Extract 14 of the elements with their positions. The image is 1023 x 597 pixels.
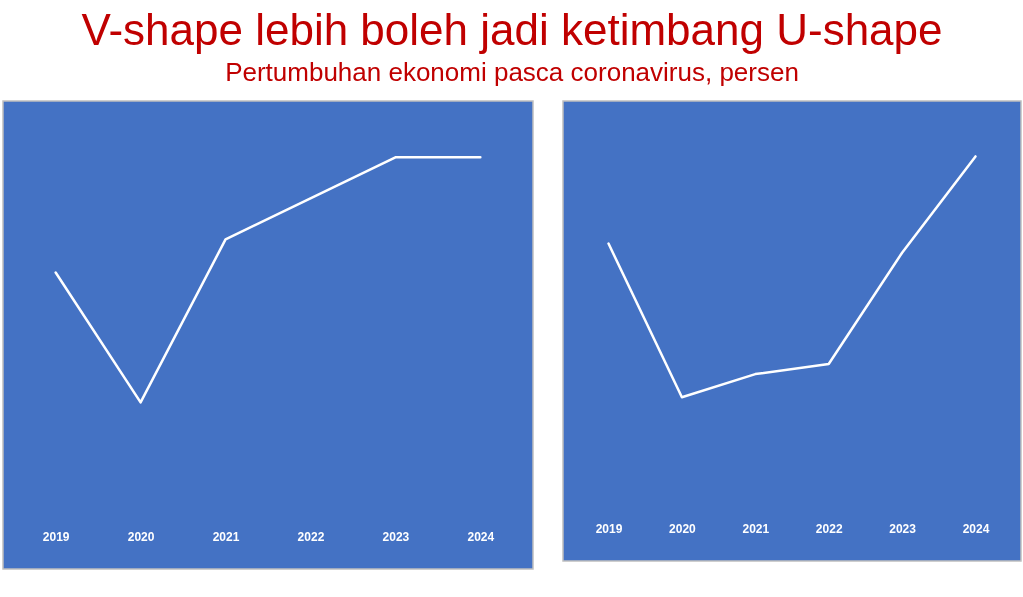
x-tick-label: 2023	[889, 521, 917, 536]
x-tick-label: 2019	[42, 529, 70, 544]
x-tick-label: 2022	[297, 529, 325, 544]
x-tick-label: 2021	[212, 529, 240, 544]
x-tick-label: 2024	[962, 521, 990, 536]
x-tick-label: 2021	[742, 521, 770, 536]
x-tick-label: 2023	[382, 529, 410, 544]
x-tick-label: 2020	[669, 521, 697, 536]
x-tick-label: 2024	[467, 529, 495, 544]
chart-title: V-shape lebih boleh jadi ketimbang U-shape	[81, 5, 943, 55]
x-tick-label: 2020	[127, 529, 155, 544]
chart-subtitle: Pertumbuhan ekonomi pasca coronavirus, persen	[225, 57, 799, 88]
x-tick-label: 2019	[595, 521, 623, 536]
x-tick-label: 2022	[815, 521, 843, 536]
